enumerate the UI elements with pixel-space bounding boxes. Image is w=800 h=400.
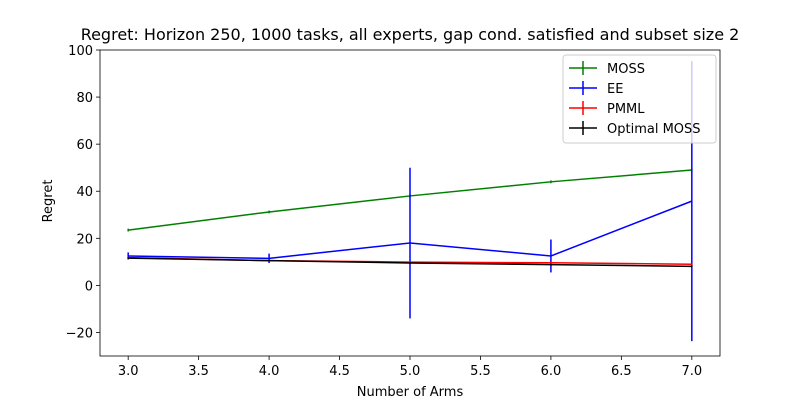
y-tick-label: 20 (76, 232, 93, 247)
y-tick-label: 40 (76, 185, 93, 200)
x-tick-label: 5.5 (470, 364, 491, 379)
y-tick-label: 0 (85, 279, 93, 294)
x-tick-label: 3.0 (118, 364, 139, 379)
y-tick-label: −20 (66, 326, 93, 341)
x-tick-label: 3.5 (188, 364, 209, 379)
y-tick-label: 100 (68, 44, 93, 59)
plot-area: 3.0 3.5 4.0 4.5 5.0 5.5 6.0 6.5 7.0 −20 0 20 40 60 80 1… (66, 44, 721, 379)
x-tick-label: 7.0 (681, 364, 702, 379)
x-axis-label: Number of Arms (357, 385, 464, 400)
y-tick-label: 60 (76, 138, 93, 153)
x-tick-label: 5.0 (400, 364, 421, 379)
x-tick-label: 6.5 (611, 364, 632, 379)
x-tick-label: 4.0 (259, 364, 280, 379)
legend-label-pmml: PMML (607, 102, 645, 117)
chart-title: Regret: Horizon 250, 1000 tasks, all exp… (81, 25, 740, 44)
legend-label-optimal-moss: Optimal MOSS (607, 122, 701, 137)
legend-box (562, 54, 717, 144)
legend-label-ee: EE (607, 82, 623, 97)
plot-frame (99, 49, 721, 357)
y-tick-label: 80 (76, 91, 93, 106)
legend: MOSS EE PMML Optimal MOSS (562, 54, 717, 144)
x-tick-label: 6.0 (541, 364, 562, 379)
y-axis-label: Regret (41, 180, 56, 223)
legend-label-moss: MOSS (607, 62, 645, 77)
x-tick-label: 4.5 (329, 364, 350, 379)
